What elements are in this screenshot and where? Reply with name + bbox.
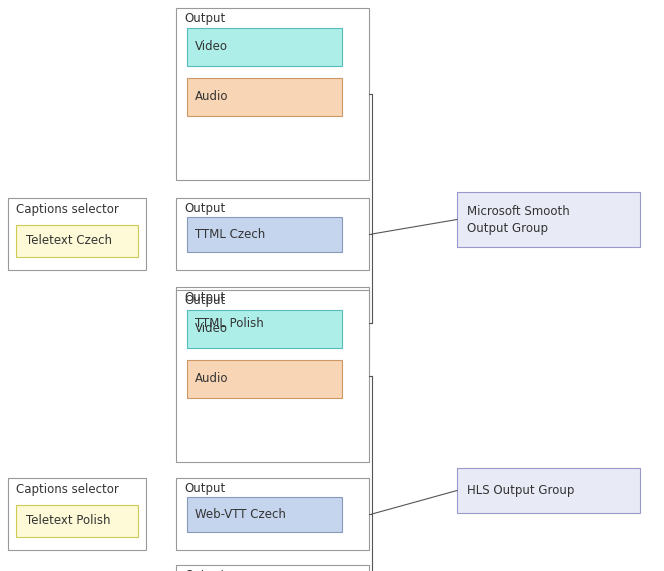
Bar: [176, 8, 369, 180]
Bar: [187, 497, 342, 532]
Text: Output: Output: [184, 482, 225, 495]
Text: TTML Czech: TTML Czech: [195, 228, 265, 241]
Bar: [176, 565, 369, 571]
Bar: [176, 290, 369, 462]
Text: Output: Output: [184, 569, 225, 571]
Text: Captions selector: Captions selector: [16, 203, 119, 216]
Bar: [187, 28, 342, 66]
Text: Output Group: Output Group: [467, 222, 548, 235]
Bar: [16, 505, 138, 537]
Text: Teletext Polish: Teletext Polish: [26, 514, 110, 528]
Bar: [8, 198, 146, 270]
Text: Output: Output: [184, 294, 225, 307]
Text: Audio: Audio: [195, 372, 228, 385]
Bar: [8, 478, 146, 550]
Text: HLS Output Group: HLS Output Group: [467, 484, 574, 497]
Text: Teletext Czech: Teletext Czech: [26, 235, 112, 247]
Text: Output: Output: [184, 202, 225, 215]
Bar: [176, 287, 369, 359]
Bar: [176, 478, 369, 550]
Text: TTML Polish: TTML Polish: [195, 317, 264, 330]
Text: Web-VTT Czech: Web-VTT Czech: [195, 508, 286, 521]
Bar: [457, 192, 640, 247]
Bar: [457, 468, 640, 513]
Text: Captions selector: Captions selector: [16, 483, 119, 496]
Text: Video: Video: [195, 41, 228, 54]
Bar: [176, 198, 369, 270]
Text: Output: Output: [184, 291, 225, 304]
Bar: [187, 306, 342, 341]
Bar: [187, 310, 342, 348]
Bar: [16, 225, 138, 257]
Text: Video: Video: [195, 323, 228, 336]
Bar: [187, 217, 342, 252]
Bar: [187, 78, 342, 116]
Bar: [187, 360, 342, 398]
Text: Output: Output: [184, 12, 225, 25]
Text: Audio: Audio: [195, 90, 228, 103]
Text: Microsoft Smooth: Microsoft Smooth: [467, 205, 570, 218]
